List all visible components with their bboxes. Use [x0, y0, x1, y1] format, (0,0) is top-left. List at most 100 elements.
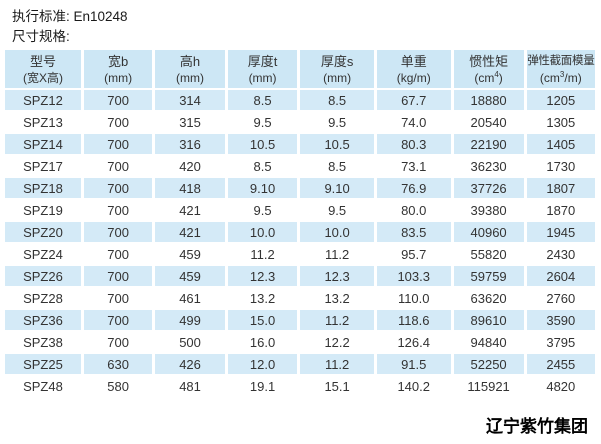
- table-cell: 13.2: [300, 288, 374, 308]
- table-row: SPZ19 700 421 9.5 9.5 80.0 39380 1870: [5, 200, 595, 220]
- table-cell: 15.1: [300, 376, 374, 396]
- table-cell: 10.5: [300, 134, 374, 154]
- table-cell: SPZ38: [5, 332, 81, 352]
- table-cell: 700: [83, 90, 153, 110]
- table-cell: 700: [83, 134, 153, 154]
- table-cell: 316: [155, 134, 225, 154]
- table-cell: 1807: [526, 178, 595, 198]
- table-cell: 20540: [453, 112, 524, 132]
- table-cell: 140.2: [376, 376, 451, 396]
- table-cell: SPZ48: [5, 376, 81, 396]
- table-cell: 10.0: [300, 222, 374, 242]
- table-cell: 9.5: [227, 200, 298, 220]
- table-cell: 19.1: [227, 376, 298, 396]
- table-cell: SPZ12: [5, 90, 81, 110]
- table-cell: 12.2: [300, 332, 374, 352]
- table-cell: 11.2: [300, 244, 374, 264]
- company-name: 辽宁紫竹集团: [486, 417, 588, 436]
- table-cell: 103.3: [376, 266, 451, 286]
- standard-text: 执行标准: En10248: [12, 9, 128, 24]
- table-cell: 18880: [453, 90, 524, 110]
- table-cell: SPZ28: [5, 288, 81, 308]
- table-cell: 2455: [526, 354, 595, 374]
- column-header-unit: (mm): [323, 70, 352, 85]
- table-cell: 426: [155, 354, 225, 374]
- table-cell: 95.7: [376, 244, 451, 264]
- table-cell: 3795: [526, 332, 595, 352]
- table-cell: 499: [155, 310, 225, 330]
- table-cell: 55820: [453, 244, 524, 264]
- table-cell: 63620: [453, 288, 524, 308]
- table-cell: SPZ17: [5, 156, 81, 176]
- column-header-title: 单重: [400, 53, 427, 69]
- table-cell: 9.5: [227, 112, 298, 132]
- table-cell: 700: [83, 332, 153, 352]
- table-row: SPZ17 700 420 8.5 8.5 73.1 36230 1730: [5, 156, 595, 176]
- table-cell: 2760: [526, 288, 595, 308]
- table-cell: 481: [155, 376, 225, 396]
- table-cell: 500: [155, 332, 225, 352]
- table-row: SPZ20 700 421 10.0 10.0 83.5 40960 1945: [5, 222, 595, 242]
- column-header-title: 厚度t: [247, 53, 278, 69]
- table-cell: 418: [155, 178, 225, 198]
- table-cell: 80.3: [376, 134, 451, 154]
- table-cell: SPZ36: [5, 310, 81, 330]
- table-cell: 89610: [453, 310, 524, 330]
- table-cell: SPZ24: [5, 244, 81, 264]
- table-cell: 700: [83, 112, 153, 132]
- column-header-thickness-s: 厚度s (mm): [300, 50, 374, 88]
- table-row: SPZ38 700 500 16.0 12.2 126.4 94840 3795: [5, 332, 595, 352]
- table-cell: 700: [83, 200, 153, 220]
- column-header-unit: (cm4): [474, 69, 503, 85]
- column-header-unit: (宽X高): [22, 70, 63, 85]
- table-cell: 36230: [453, 156, 524, 176]
- column-header-moment-inertia: 惯性矩 (cm4): [453, 50, 524, 88]
- table-cell: 11.2: [227, 244, 298, 264]
- table-cell: 22190: [453, 134, 524, 154]
- column-header-unit: (kg/m): [396, 70, 431, 85]
- table-cell: 4820: [526, 376, 595, 396]
- table-cell: 1405: [526, 134, 595, 154]
- table-row: SPZ24 700 459 11.2 11.2 95.7 55820 2430: [5, 244, 595, 264]
- table-cell: 2430: [526, 244, 595, 264]
- table-cell: 421: [155, 200, 225, 220]
- table-cell: 700: [83, 288, 153, 308]
- table-row: SPZ28 700 461 13.2 13.2 110.0 63620 2760: [5, 288, 595, 308]
- table-cell: 37726: [453, 178, 524, 198]
- table-cell: 67.7: [376, 90, 451, 110]
- table-cell: 700: [83, 266, 153, 286]
- table-row: SPZ48 580 481 19.1 15.1 140.2 115921 4820: [5, 376, 595, 396]
- table-cell: SPZ14: [5, 134, 81, 154]
- table-cell: 9.5: [300, 200, 374, 220]
- table-cell: SPZ26: [5, 266, 81, 286]
- table-cell: 110.0: [376, 288, 451, 308]
- table-cell: SPZ18: [5, 178, 81, 198]
- table-cell: 630: [83, 354, 153, 374]
- table-cell: 8.5: [300, 156, 374, 176]
- table-cell: 9.10: [300, 178, 374, 198]
- table-cell: 700: [83, 310, 153, 330]
- column-header-unit: (mm): [104, 70, 133, 85]
- table-cell: 1945: [526, 222, 595, 242]
- column-header-thickness-t: 厚度t (mm): [227, 50, 298, 88]
- table-cell: 52250: [453, 354, 524, 374]
- table-cell: 421: [155, 222, 225, 242]
- column-header-title: 高h: [179, 53, 201, 69]
- column-header-unit: (mm): [176, 70, 205, 85]
- table-cell: 1870: [526, 200, 595, 220]
- table-cell: 420: [155, 156, 225, 176]
- table-cell: 12.3: [300, 266, 374, 286]
- table-cell: 83.5: [376, 222, 451, 242]
- table-cell: 314: [155, 90, 225, 110]
- table-cell: 2604: [526, 266, 595, 286]
- column-header-unit: (mm): [248, 70, 277, 85]
- table-cell: 1730: [526, 156, 595, 176]
- column-header-width: 宽b (mm): [83, 50, 153, 88]
- column-header-title: 弹性截面模量: [527, 54, 595, 67]
- table-cell: SPZ20: [5, 222, 81, 242]
- table-cell: 15.0: [227, 310, 298, 330]
- table-cell: 12.3: [227, 266, 298, 286]
- table-cell: 126.4: [376, 332, 451, 352]
- table-cell: 8.5: [300, 90, 374, 110]
- column-header-title: 厚度s: [320, 53, 354, 69]
